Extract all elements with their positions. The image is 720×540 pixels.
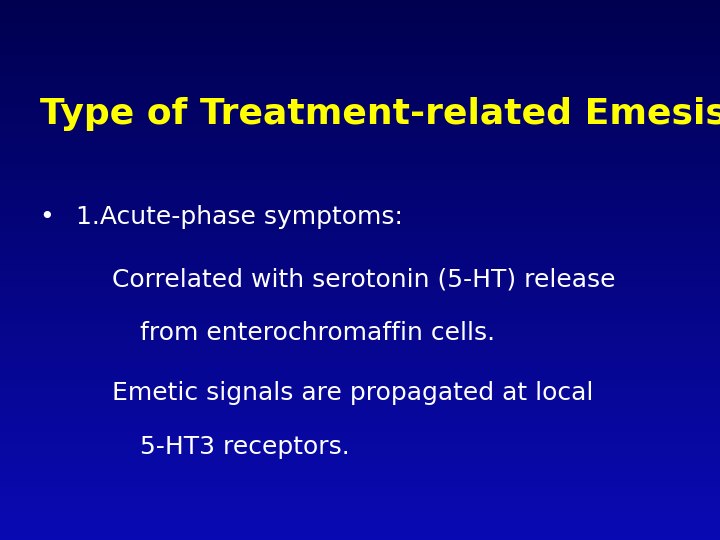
Text: from enterochromaffin cells.: from enterochromaffin cells. (140, 321, 495, 345)
Text: Correlated with serotonin (5-HT) release: Correlated with serotonin (5-HT) release (112, 267, 615, 291)
Text: •: • (40, 205, 54, 229)
Text: 5-HT3 receptors.: 5-HT3 receptors. (140, 435, 350, 458)
Text: Emetic signals are propagated at local: Emetic signals are propagated at local (112, 381, 593, 404)
Text: Type of Treatment-related Emesis: Type of Treatment-related Emesis (40, 97, 720, 131)
Text: 1.Acute-phase symptoms:: 1.Acute-phase symptoms: (76, 205, 402, 229)
